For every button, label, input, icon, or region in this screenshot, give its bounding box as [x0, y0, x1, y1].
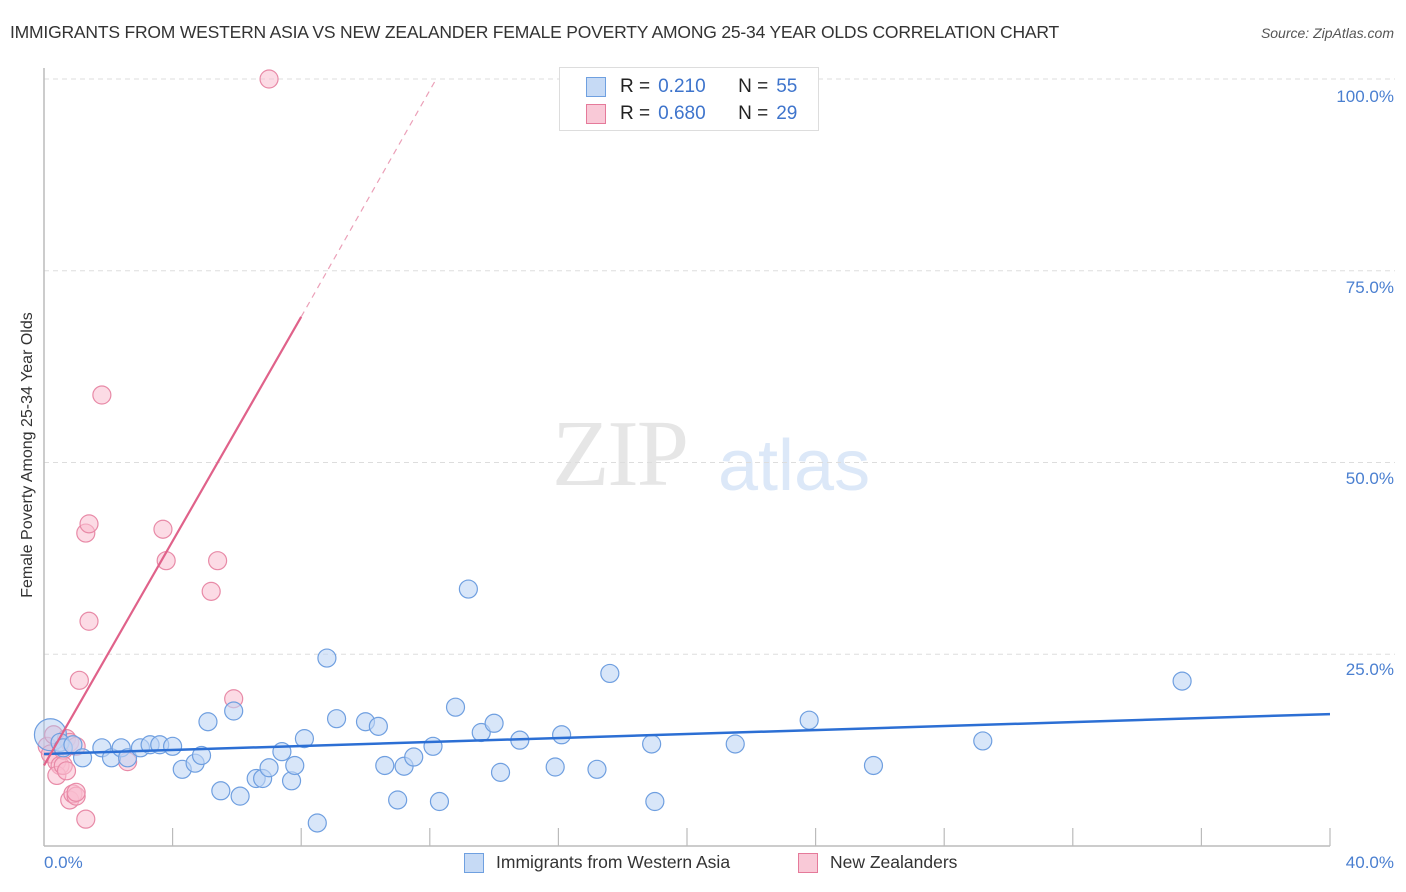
data-point[interactable]: [645, 791, 665, 812]
legend-label: Immigrants from Western Asia: [496, 852, 731, 872]
legend-row-new-zealanders: R = 0.680 N = 29: [586, 101, 797, 127]
data-point[interactable]: [69, 670, 89, 690]
data-point[interactable]: [79, 611, 99, 631]
data-point[interactable]: [153, 519, 173, 539]
legend-label: New Zealanders: [830, 852, 958, 872]
data-point[interactable]: [211, 781, 231, 801]
data-point[interactable]: [230, 786, 250, 806]
data-point[interactable]: [484, 713, 504, 733]
watermark-zip: ZIP: [552, 402, 689, 506]
data-point[interactable]: [317, 648, 337, 668]
data-point[interactable]: [259, 758, 279, 778]
y-tick-25: 25.0%: [1345, 660, 1394, 679]
data-point[interactable]: [600, 663, 620, 684]
data-point[interactable]: [285, 755, 305, 776]
data-point[interactable]: [404, 747, 424, 767]
r-value: 0.680: [658, 103, 706, 124]
data-point[interactable]: [56, 761, 77, 781]
data-point[interactable]: [294, 729, 315, 749]
data-point[interactable]: [725, 734, 745, 754]
n-label: N =: [738, 103, 769, 124]
data-point[interactable]: [191, 745, 212, 766]
data-point[interactable]: [642, 734, 662, 754]
western-asia-points: [33, 579, 1192, 833]
trend-lines: [43, 78, 1331, 767]
new-zealanders-trend-extension: [300, 78, 437, 318]
western-asia-trend-line: [43, 712, 1331, 756]
data-point[interactable]: [326, 709, 347, 729]
data-point[interactable]: [863, 755, 884, 776]
y-tick-100: 100.0%: [1336, 87, 1394, 106]
data-point[interactable]: [66, 782, 86, 802]
data-point[interactable]: [423, 736, 443, 756]
data-point[interactable]: [375, 755, 395, 776]
bottom-legend-western-asia[interactable]: Immigrants from Western Asia: [464, 852, 730, 873]
y-axis-label: Female Poverty Among 25-34 Year Olds: [19, 312, 36, 598]
watermark-atlas: atlas: [718, 426, 871, 506]
data-point[interactable]: [552, 725, 572, 745]
bottom-legend-new-zealanders[interactable]: New Zealanders: [798, 852, 957, 873]
data-point[interactable]: [429, 791, 450, 812]
n-label: N =: [738, 76, 769, 97]
data-point[interactable]: [198, 712, 218, 732]
data-point[interactable]: [490, 762, 511, 782]
data-point[interactable]: [307, 813, 327, 833]
x-tick-40: 40.0%: [1345, 853, 1394, 872]
data-point[interactable]: [445, 697, 466, 717]
y-tick-75: 75.0%: [1345, 278, 1394, 297]
data-point[interactable]: [973, 731, 993, 751]
r-label: R =: [620, 103, 651, 124]
data-point[interactable]: [1172, 671, 1192, 691]
data-point[interactable]: [163, 736, 183, 756]
data-point[interactable]: [388, 790, 408, 810]
data-point[interactable]: [545, 757, 565, 777]
data-point[interactable]: [458, 579, 478, 599]
data-point[interactable]: [799, 710, 819, 730]
data-point[interactable]: [92, 385, 112, 405]
data-point[interactable]: [117, 748, 138, 768]
data-point[interactable]: [201, 581, 221, 601]
pink-swatch-icon: [586, 104, 606, 124]
blue-swatch-icon: [586, 77, 606, 97]
data-point[interactable]: [224, 701, 244, 721]
chart-title: IMMIGRANTS FROM WESTERN ASIA VS NEW ZEAL…: [10, 22, 1060, 42]
y-tick-50: 50.0%: [1345, 469, 1394, 488]
pink-swatch-icon: [798, 852, 818, 873]
data-point[interactable]: [259, 69, 279, 89]
r-value: 0.210: [658, 76, 706, 97]
blue-swatch-icon: [464, 852, 484, 873]
legend-stats: R = 0.210 N = 55 R = 0.680 N = 29: [559, 67, 819, 131]
data-point[interactable]: [79, 514, 99, 534]
x-tick-0: 0.0%: [44, 853, 83, 872]
source-label: Source: ZipAtlas.com: [1260, 25, 1394, 41]
data-point[interactable]: [76, 809, 96, 829]
legend-row-western-asia: R = 0.210 N = 55: [586, 74, 797, 100]
data-point[interactable]: [208, 551, 228, 571]
data-point[interactable]: [368, 716, 388, 736]
new-zealanders-trend-line: [43, 316, 303, 767]
x-tick-marks: [172, 828, 1331, 846]
r-label: R =: [620, 76, 651, 97]
n-value: 29: [776, 103, 798, 124]
n-value: 55: [776, 76, 798, 97]
data-point[interactable]: [587, 759, 607, 779]
gridlines: [44, 78, 1395, 655]
